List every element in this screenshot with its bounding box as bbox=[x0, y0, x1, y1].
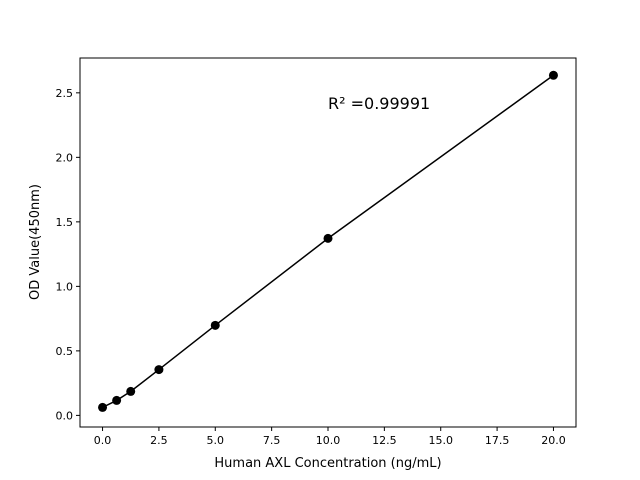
x-tick-label: 5.0 bbox=[207, 434, 225, 447]
r-squared-annotation: R² =0.99991 bbox=[328, 94, 430, 113]
data-point bbox=[154, 365, 164, 375]
x-tick-label: 15.0 bbox=[428, 434, 453, 447]
data-point bbox=[323, 233, 333, 243]
axes-frame bbox=[79, 57, 577, 428]
x-tick-label: 12.5 bbox=[372, 434, 397, 447]
x-axis-label: Human AXL Concentration (ng/mL) bbox=[214, 456, 441, 471]
x-tick-label: 10.0 bbox=[316, 434, 341, 447]
data-point bbox=[98, 402, 108, 412]
x-tick-label: 2.5 bbox=[150, 434, 168, 447]
x-tick-label: 20.0 bbox=[541, 434, 566, 447]
data-point bbox=[210, 320, 220, 330]
y-tick-label: 2.5 bbox=[56, 87, 74, 100]
y-tick-label: 1.5 bbox=[56, 216, 74, 229]
y-tick-label: 1.0 bbox=[56, 280, 74, 293]
y-axis-label: OD Value(450nm) bbox=[28, 184, 43, 300]
x-tick-label: 17.5 bbox=[485, 434, 510, 447]
data-point bbox=[548, 70, 558, 80]
data-point bbox=[126, 386, 136, 396]
data-point bbox=[112, 395, 122, 405]
y-tick-label: 2.0 bbox=[56, 151, 74, 164]
y-tick-label: 0.5 bbox=[56, 345, 74, 358]
x-tick-label: 7.5 bbox=[263, 434, 281, 447]
x-tick-label: 0.0 bbox=[94, 434, 112, 447]
y-tick-label: 0.0 bbox=[56, 409, 74, 422]
